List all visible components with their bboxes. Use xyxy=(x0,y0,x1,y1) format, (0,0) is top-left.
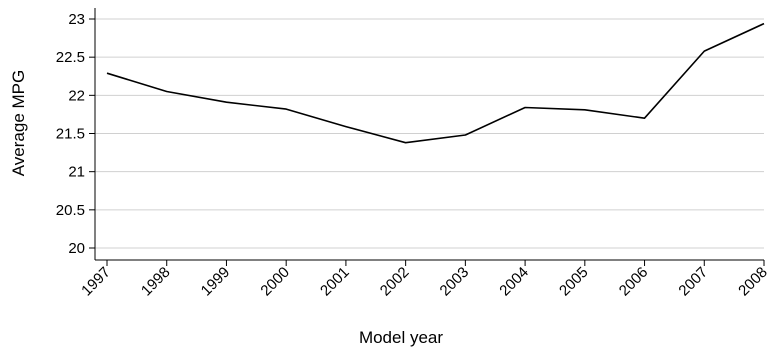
y-axis-ticks: 20 20.5 21 21.5 22 22.5 23 xyxy=(56,11,95,257)
x-tick-label: 2005 xyxy=(556,264,592,300)
y-tick-label: 21 xyxy=(68,164,85,181)
x-tick-label: 2000 xyxy=(257,264,293,300)
x-axis-title: Model year xyxy=(359,328,443,347)
y-tick-label: 22.5 xyxy=(56,49,85,66)
y-tick-label: 22 xyxy=(68,87,85,104)
x-tick-label: 2006 xyxy=(616,264,652,300)
series-line xyxy=(106,22,765,144)
x-tick-label: 1997 xyxy=(78,264,114,300)
y-tick-label: 21.5 xyxy=(56,126,85,143)
x-tick-label: 2001 xyxy=(317,264,353,300)
y-tick-label: 20.5 xyxy=(56,202,85,219)
x-tick-label: 2003 xyxy=(437,264,473,300)
grid-lines xyxy=(95,18,764,249)
x-tick-label: 2007 xyxy=(675,264,711,300)
y-tick-label: 23 xyxy=(68,11,85,28)
x-axis-ticks: 1997 1998 1999 2000 2001 2002 2003 2004 2005 2006… xyxy=(78,260,767,299)
y-axis-title: Average MPG xyxy=(9,70,28,176)
x-tick-label: 2002 xyxy=(377,264,413,300)
x-tick-label: 1998 xyxy=(138,264,174,300)
y-tick-label: 20 xyxy=(68,240,85,257)
x-tick-label: 1999 xyxy=(198,264,234,300)
x-tick-label: 2008 xyxy=(735,264,767,300)
x-tick-label: 2004 xyxy=(496,264,532,300)
